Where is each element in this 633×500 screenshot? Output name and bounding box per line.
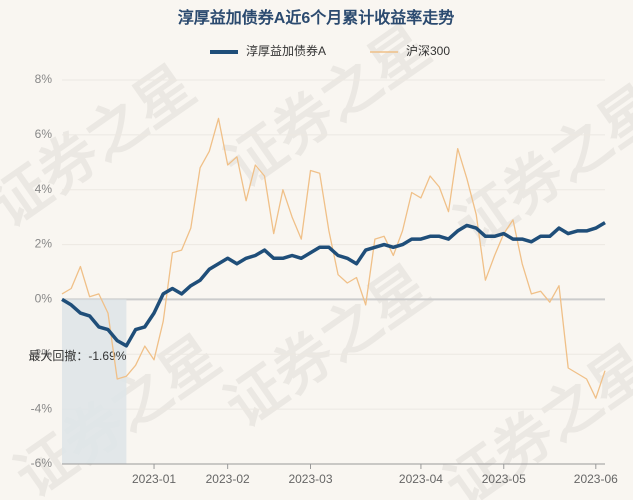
x-tick-label: 2023-01 [132, 472, 176, 486]
y-tick-label: -4% [31, 401, 53, 415]
line-series [61, 221, 606, 348]
chart-title: 淳厚益加债券A近6个月累计收益率走势 [178, 8, 454, 27]
drawdown-area [62, 299, 127, 464]
x-tick-label: 2023-03 [288, 472, 332, 486]
x-tick-label: 2023-06 [574, 472, 618, 486]
y-tick-label: -6% [31, 456, 53, 470]
y-tick-label: 6% [35, 127, 53, 141]
y-tick-label: 2% [35, 237, 53, 251]
x-tick-label: 2023-05 [482, 472, 526, 486]
legend-label: 淳厚益加债券A [246, 43, 326, 58]
y-tick-label: 8% [35, 72, 53, 86]
legend-label: 沪深300 [406, 44, 450, 58]
x-tick-label: 2023-02 [206, 472, 250, 486]
drawdown-label: 最大回撤：-1.69% [28, 348, 126, 363]
y-tick-label: 0% [35, 292, 53, 306]
y-tick-label: 4% [35, 182, 53, 196]
x-tick-label: 2023-04 [399, 472, 443, 486]
y-tick-label: -2% [31, 346, 53, 360]
